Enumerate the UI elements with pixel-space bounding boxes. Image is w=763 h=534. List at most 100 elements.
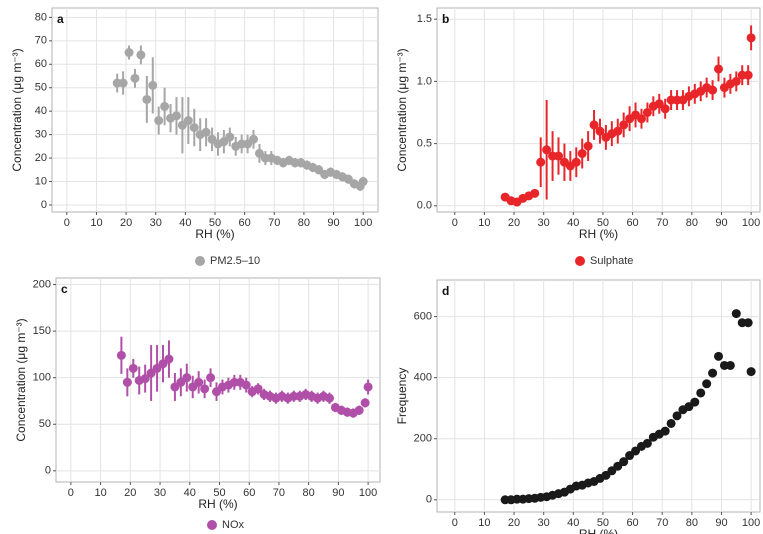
x-tick-label: 100	[742, 217, 760, 229]
point	[708, 85, 718, 95]
point	[194, 377, 204, 387]
point	[360, 398, 370, 408]
y-tick-label: 1.0	[417, 75, 432, 87]
y-tick-label: 40	[35, 105, 47, 117]
plot-area	[436, 7, 761, 213]
x-tick-label: 20	[124, 487, 136, 499]
point	[363, 382, 373, 392]
x-tick-label: 80	[298, 217, 310, 229]
x-tick-label: 10	[90, 217, 102, 229]
x-tick-label: 10	[94, 487, 106, 499]
point	[200, 384, 210, 394]
legend-key	[207, 520, 217, 530]
y-tick-label: 70	[35, 35, 47, 47]
point	[182, 373, 192, 383]
point	[358, 177, 368, 187]
x-tick-label: 30	[538, 217, 550, 229]
point	[124, 48, 134, 58]
point	[116, 350, 126, 360]
point	[183, 116, 193, 126]
point	[690, 397, 700, 407]
point	[160, 101, 170, 111]
legend-label: PM2.5–10	[210, 255, 260, 267]
point	[241, 380, 251, 390]
x-tick-label: 0	[452, 217, 458, 229]
point	[354, 405, 364, 415]
x-tick-label: 10	[478, 217, 490, 229]
x-axis-label: RH (%)	[579, 227, 618, 241]
y-tick-label: 80	[35, 11, 47, 23]
point	[128, 363, 138, 373]
y-axis-label: Concentration (μg m⁻³)	[10, 48, 24, 171]
point	[708, 368, 718, 378]
x-tick-label: 0	[68, 487, 74, 499]
y-tick-label: 50	[35, 82, 47, 94]
x-axis-label: RH (%)	[579, 527, 618, 534]
x-tick-label: 20	[508, 217, 520, 229]
point	[743, 70, 753, 80]
x-tick-label: 0	[452, 517, 458, 529]
x-tick-label: 90	[715, 217, 727, 229]
x-tick-label: 80	[686, 517, 698, 529]
point	[542, 145, 552, 155]
y-axis-label: Concentration (μg m⁻³)	[14, 318, 28, 441]
point	[714, 64, 724, 74]
point	[553, 151, 563, 161]
legend-key	[195, 256, 205, 266]
point	[702, 379, 712, 389]
x-tick-label: 100	[354, 217, 372, 229]
point	[148, 80, 158, 90]
point	[130, 73, 140, 83]
x-tick-label: 50	[597, 517, 609, 529]
point	[725, 360, 735, 370]
x-tick-label: 70	[273, 487, 285, 499]
panel-label: c	[61, 282, 68, 296]
x-tick-label: 60	[239, 217, 251, 229]
point	[731, 76, 741, 86]
x-tick-label: 70	[268, 217, 280, 229]
x-tick-label: 100	[359, 487, 377, 499]
x-tick-label: 90	[332, 487, 344, 499]
point	[142, 94, 152, 104]
x-tick-label: 80	[303, 487, 315, 499]
point	[140, 374, 150, 384]
point	[613, 126, 623, 136]
point	[642, 438, 652, 448]
x-axis-label: RH (%)	[195, 227, 234, 241]
legend-label: Sulphate	[590, 255, 633, 267]
y-tick-label: 30	[35, 129, 47, 141]
point	[619, 120, 629, 130]
y-axis-label: Concentration (μg m⁻³)	[395, 48, 409, 171]
x-tick-label: 80	[686, 217, 698, 229]
point	[642, 107, 652, 117]
point	[577, 149, 587, 159]
legend-label: NOx	[222, 519, 245, 531]
x-tick-label: 70	[656, 217, 668, 229]
x-tick-label: 30	[538, 517, 550, 529]
x-axis-label: RH (%)	[198, 497, 237, 511]
point	[201, 127, 211, 137]
point	[171, 111, 181, 121]
x-tick-label: 20	[120, 217, 132, 229]
point	[164, 354, 174, 364]
point	[636, 114, 646, 124]
y-tick-label: 0.5	[417, 137, 432, 149]
point	[154, 116, 164, 126]
point	[714, 351, 724, 361]
point	[746, 367, 756, 377]
y-tick-label: 0.0	[417, 200, 432, 212]
y-tick-label: 0	[426, 494, 432, 506]
x-tick-label: 40	[567, 217, 579, 229]
x-tick-label: 40	[567, 517, 579, 529]
y-axis-label: Frequency	[395, 368, 409, 425]
x-tick-label: 30	[150, 217, 162, 229]
point	[253, 384, 263, 394]
y-tick-label: 10	[35, 175, 47, 187]
point	[206, 373, 216, 383]
plot-area	[436, 279, 761, 513]
point	[225, 132, 235, 142]
point	[672, 411, 682, 421]
x-tick-label: 90	[715, 517, 727, 529]
x-tick-label: 70	[656, 517, 668, 529]
y-tick-label: 200	[33, 278, 51, 290]
